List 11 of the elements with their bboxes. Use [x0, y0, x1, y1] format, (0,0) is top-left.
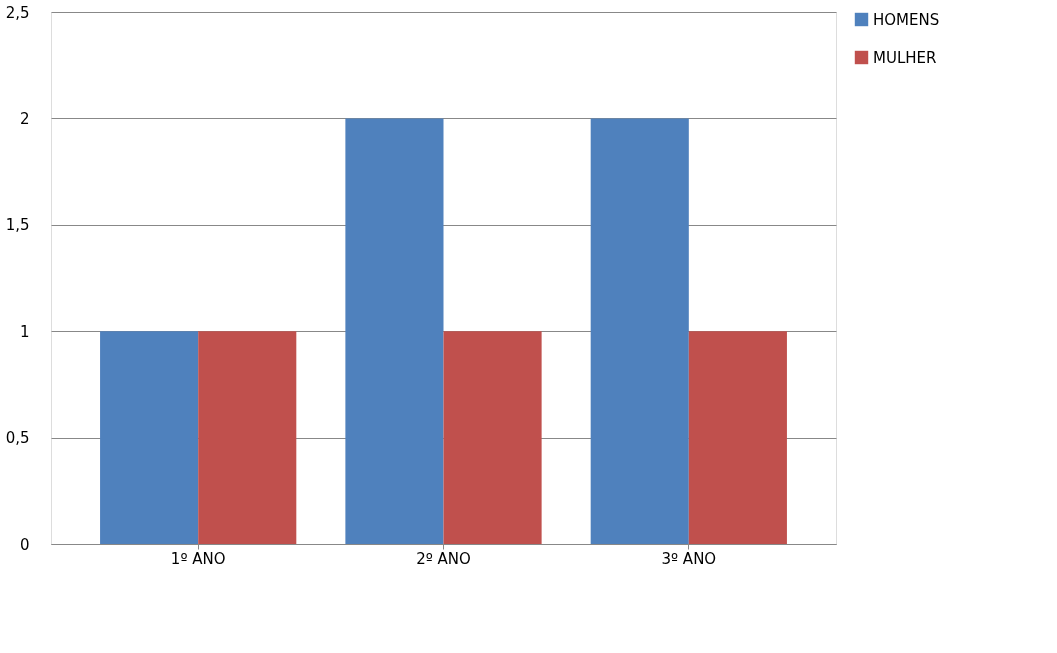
- x-tick-label: 1º ANO: [170, 549, 226, 568]
- y-tick-label: 0,5: [5, 429, 30, 448]
- y-tick-label: 2,5: [5, 3, 30, 22]
- x-tick-label: 2º ANO: [416, 549, 471, 568]
- y-tick-label: 1,5: [5, 216, 30, 235]
- y-tick-label: 0: [19, 535, 30, 554]
- x-tick-label: 3º ANO: [661, 549, 717, 568]
- y-tick-label: 2: [19, 109, 30, 128]
- y-tick-label: 1: [19, 322, 30, 341]
- legend-label: HOMENS: [873, 10, 940, 29]
- legend-label: MULHER: [873, 48, 937, 67]
